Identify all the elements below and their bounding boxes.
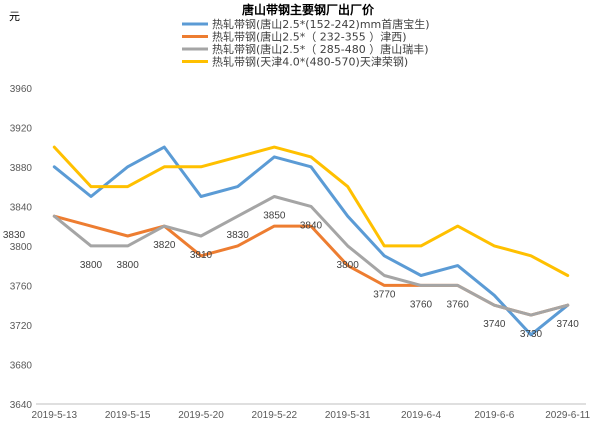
y-tick-label: 3720 [10,321,33,332]
data-label: 3760 [410,299,433,310]
x-tick-label: 2019-5-22 [252,410,298,421]
data-label: 3800 [80,260,103,271]
data-label: 3810 [190,250,213,261]
y-axis-label: 元 [9,10,20,23]
series-line-4 [52,145,570,277]
x-tick-label: 2019-5-20 [178,410,224,421]
x-tick-label: 2029-6-11 [545,410,590,421]
data-label: 3740 [483,319,506,330]
data-label: 3830 [227,230,250,241]
legend-entry-1: 热轧带钢(唐山2.5*(152-242)mm首唐宝生) [212,17,430,31]
data-label: 3760 [447,299,470,310]
x-tick-label: 2019-5-31 [325,410,371,421]
data-label: 3800 [117,260,140,271]
x-tick-label: 2019-6-6 [474,410,514,421]
data-label: 3800 [337,260,360,271]
data-label: 3730 [520,329,543,340]
legend-entry-2: 热轧带钢(唐山2.5*（ 232-355 ）津西) [212,30,407,44]
y-tick-label: 3960 [10,84,33,95]
x-tick-label: 2019-5-13 [32,410,78,421]
x-tick-label: 2019-6-4 [401,410,441,421]
y-tick-label: 3840 [10,202,33,213]
y-tick-label: 3680 [10,360,33,371]
x-axis-ticks: 2019-5-13 2019-5-15 2019-5-20 2019-5-22 2019… [32,410,591,421]
data-label: 3740 [557,319,580,330]
y-tick-label: 3880 [10,163,33,174]
y-tick-label: 3920 [10,123,33,134]
chart-title: 唐山带钢主要钢厂出厂价 [242,2,375,17]
series-lines [52,145,570,337]
data-label: 3830 [3,230,26,241]
y-tick-label: 3640 [10,400,33,411]
y-tick-label: 3800 [10,242,33,253]
data-label: 3850 [263,210,286,221]
y-tick-label: 3760 [10,281,33,292]
y-axis-ticks: 3640 3680 3720 3760 3800 3840 3880 3920 3960 [10,84,33,411]
data-label: 3840 [300,220,323,231]
data-label: 3770 [373,290,396,301]
series-line-1 [52,145,570,337]
series-line-3 [52,195,570,317]
chart-legend: 热轧带钢(唐山2.5*(152-242)mm首唐宝生)热轧带钢(唐山2.5*（ … [182,17,430,69]
x-tick-label: 2019-5-15 [105,410,151,421]
legend-entry-4: 热轧带钢(天津4.0*(480-570)天津荣钢) [212,55,408,69]
legend-entry-3: 热轧带钢(唐山2.5*（ 285-480 ）唐山瑞丰) [212,42,429,56]
data-label: 3820 [153,240,176,251]
